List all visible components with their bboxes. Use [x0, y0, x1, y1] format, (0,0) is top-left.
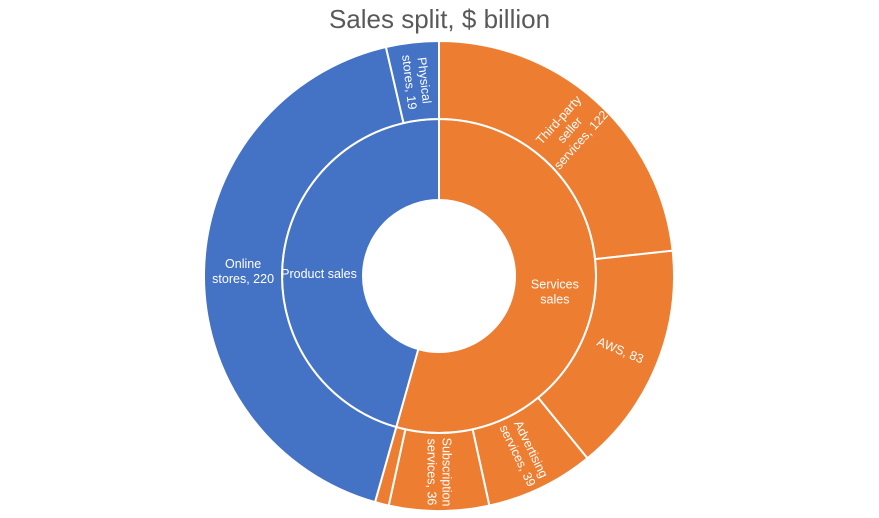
- segment-label-product-sales: Product sales: [281, 267, 357, 281]
- ring-segment-online-stores: [203, 45, 405, 504]
- ring-segment-physical-stores: [384, 39, 440, 125]
- ring-segment-third-party-seller-services: [438, 39, 674, 261]
- segment-label-online-stores: Online stores, 220: [212, 257, 274, 286]
- chart-title: Sales split, $ billion: [328, 4, 551, 34]
- segment-label-subscription-services: Subscriptionservices, 36: [425, 438, 454, 507]
- segment-label-services-sales: Services sales: [531, 278, 579, 307]
- segment-label-physical-stores: Physicalstores, 19: [399, 52, 434, 110]
